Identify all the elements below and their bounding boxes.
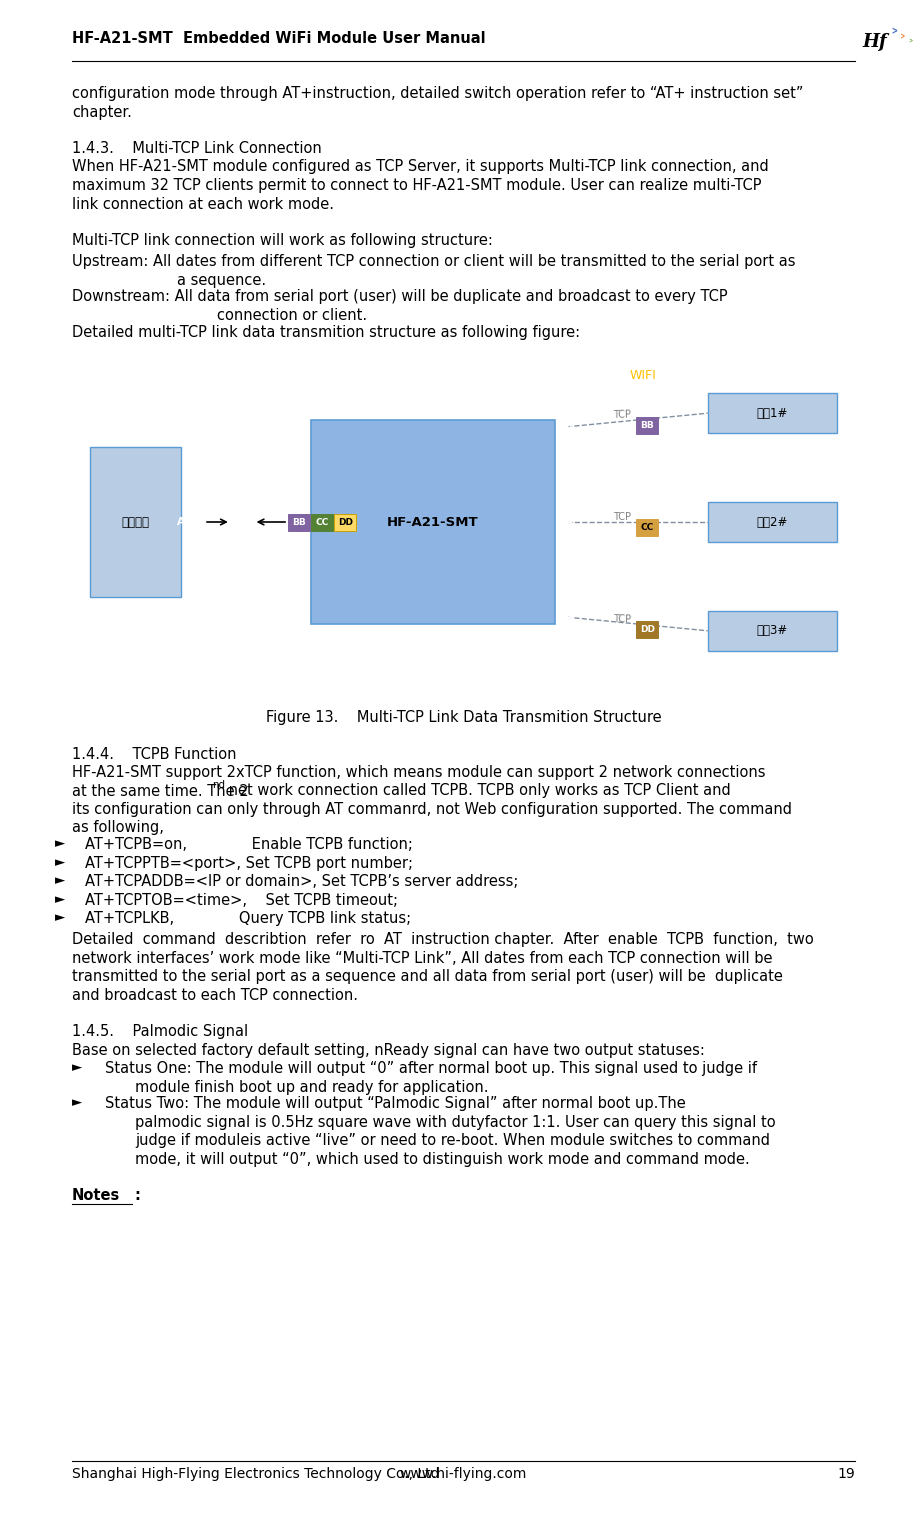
Text: www.hi-flying.com: www.hi-flying.com — [400, 1466, 527, 1482]
Text: ˃: ˃ — [907, 40, 913, 52]
Text: Multi-TCP link connection will work as following structure:: Multi-TCP link connection will work as f… — [72, 233, 493, 249]
Text: Figure 13.    Multi-TCP Link Data Transmition Structure: Figure 13. Multi-TCP Link Data Transmiti… — [265, 710, 661, 725]
Text: 1.4.5.    Palmodic Signal: 1.4.5. Palmodic Signal — [72, 1024, 248, 1039]
Text: 1.4.3.    Multi-TCP Link Connection: 1.4.3. Multi-TCP Link Connection — [72, 140, 321, 156]
Text: Downstream: All data from serial port (user) will be duplicate and broadcast to : Downstream: All data from serial port (u… — [72, 290, 728, 304]
Text: ˃: ˃ — [899, 35, 907, 50]
Text: transmitted to the serial port as a sequence and all data from serial port (user: transmitted to the serial port as a sequ… — [72, 969, 783, 984]
Text: ►: ► — [55, 893, 65, 905]
Text: Upstream: All dates from different TCP connection or client will be transmitted : Upstream: All dates from different TCP c… — [72, 255, 796, 269]
Text: ►: ► — [55, 838, 65, 850]
Text: :: : — [134, 1189, 140, 1204]
Text: chapter.: chapter. — [72, 104, 132, 119]
Text: 串口设备: 串口设备 — [121, 516, 150, 528]
Text: Status Two: The module will output “Palmodic Signal” after normal boot up.The: Status Two: The module will output “Palm… — [105, 1097, 686, 1111]
Text: AT+TCPTOB=<time>,    Set TCPB timeout;: AT+TCPTOB=<time>, Set TCPB timeout; — [85, 893, 398, 908]
FancyBboxPatch shape — [708, 610, 837, 650]
Text: maximum 32 TCP clients permit to connect to HF-A21-SMT module. User can realize : maximum 32 TCP clients permit to connect… — [72, 179, 762, 192]
Text: TCP: TCP — [613, 410, 632, 420]
Text: Status One: The module will output “0” after normal boot up. This signal used to: Status One: The module will output “0” a… — [105, 1062, 757, 1076]
Text: AT+TCPLKB,              Query TCPB link status;: AT+TCPLKB, Query TCPB link status; — [85, 911, 411, 926]
Text: AA: AA — [559, 421, 574, 432]
Text: 设备2#: 设备2# — [756, 516, 789, 528]
Text: HF-A21-SMT  Embedded WiFi Module User Manual: HF-A21-SMT Embedded WiFi Module User Man… — [72, 31, 486, 46]
Text: ►: ► — [72, 1097, 83, 1109]
FancyBboxPatch shape — [636, 519, 658, 536]
Text: ►: ► — [72, 1062, 83, 1074]
FancyBboxPatch shape — [636, 621, 658, 638]
Text: Notes: Notes — [72, 1189, 120, 1204]
Text: AT+TCPB=on,              Enable TCPB function;: AT+TCPB=on, Enable TCPB function; — [85, 838, 413, 852]
Text: connection or client.: connection or client. — [217, 308, 367, 324]
Text: TCP: TCP — [613, 613, 632, 624]
Text: network interfaces’ work mode like “Multi-TCP Link”, All dates from each TCP con: network interfaces’ work mode like “Mult… — [72, 951, 773, 966]
FancyBboxPatch shape — [334, 514, 356, 531]
Text: mode, it will output “0”, which used to distinguish work mode and command mode.: mode, it will output “0”, which used to … — [135, 1152, 750, 1167]
Text: BB: BB — [641, 421, 655, 429]
Text: HF-A21-SMT support 2xTCP function, which means module can support 2 network conn: HF-A21-SMT support 2xTCP function, which… — [72, 765, 766, 780]
FancyBboxPatch shape — [311, 420, 555, 624]
Text: CC: CC — [316, 517, 329, 526]
Text: ˃: ˃ — [890, 29, 900, 47]
FancyBboxPatch shape — [311, 514, 333, 531]
Text: AA: AA — [177, 517, 193, 526]
Text: 设备1#: 设备1# — [756, 407, 789, 420]
Text: HF-A21-SMT: HF-A21-SMT — [387, 516, 479, 528]
FancyBboxPatch shape — [288, 514, 310, 531]
Text: module finish boot up and ready for application.: module finish boot up and ready for appl… — [135, 1080, 488, 1094]
Text: configuration mode through AT+instruction, detailed switch operation refer to “A: configuration mode through AT+instructio… — [72, 85, 803, 101]
FancyBboxPatch shape — [708, 502, 837, 542]
Text: Detailed multi-TCP link data transmition structure as following figure:: Detailed multi-TCP link data transmition… — [72, 325, 580, 339]
Text: AT+TCPPTB=<port>, Set TCPB port number;: AT+TCPPTB=<port>, Set TCPB port number; — [85, 856, 413, 871]
Text: ►: ► — [55, 856, 65, 868]
Text: CC: CC — [641, 522, 654, 531]
Text: a sequence.: a sequence. — [177, 273, 266, 288]
Text: DD: DD — [338, 517, 353, 526]
Text: BB: BB — [293, 517, 307, 526]
Text: ►: ► — [55, 911, 65, 925]
Text: nd: nd — [212, 780, 226, 789]
Text: Detailed  command  describtion  refer  ro  AT  instruction chapter.  After  enab: Detailed command describtion refer ro AT… — [72, 932, 813, 948]
Text: palmodic signal is 0.5Hz square wave with dutyfactor 1:1. User can query this si: palmodic signal is 0.5Hz square wave wit… — [135, 1116, 776, 1129]
FancyBboxPatch shape — [636, 417, 658, 433]
Text: Base on selected factory default setting, nReady signal can have two output stat: Base on selected factory default setting… — [72, 1042, 705, 1058]
Text: TCP: TCP — [613, 513, 632, 522]
Text: 1.4.4.    TCPB Function: 1.4.4. TCPB Function — [72, 746, 237, 761]
FancyBboxPatch shape — [90, 447, 181, 597]
Text: as following,: as following, — [72, 821, 164, 836]
Text: net work connection called TCPB. TCPB only works as TCP Client and: net work connection called TCPB. TCPB on… — [224, 783, 731, 798]
Text: ►: ► — [55, 874, 65, 887]
Text: at the same time. The 2: at the same time. The 2 — [72, 783, 249, 798]
Text: DD: DD — [640, 624, 655, 633]
Text: WIFI: WIFI — [630, 369, 656, 383]
Text: 设备3#: 设备3# — [756, 624, 789, 638]
Text: and broadcast to each TCP connection.: and broadcast to each TCP connection. — [72, 987, 358, 1003]
Text: link connection at each work mode.: link connection at each work mode. — [72, 197, 334, 212]
FancyBboxPatch shape — [708, 394, 837, 433]
Text: Hf: Hf — [862, 34, 887, 50]
Text: 19: 19 — [837, 1466, 855, 1482]
Text: AA: AA — [559, 612, 574, 623]
Text: its configuration can only through AT commanrd, not Web configuration supported.: its configuration can only through AT co… — [72, 803, 792, 816]
Text: When HF-A21-SMT module configured as TCP Server, it supports Multi-TCP link conn: When HF-A21-SMT module configured as TCP… — [72, 160, 768, 174]
Text: Shanghai High-Flying Electronics Technology Co., Ltd: Shanghai High-Flying Electronics Technol… — [72, 1466, 440, 1482]
Text: judge if moduleis active “live” or need to re-boot. When module switches to comm: judge if moduleis active “live” or need … — [135, 1134, 770, 1149]
Text: AA: AA — [559, 517, 574, 526]
Text: AT+TCPADDB=<IP or domain>, Set TCPB’s server address;: AT+TCPADDB=<IP or domain>, Set TCPB’s se… — [85, 874, 519, 890]
